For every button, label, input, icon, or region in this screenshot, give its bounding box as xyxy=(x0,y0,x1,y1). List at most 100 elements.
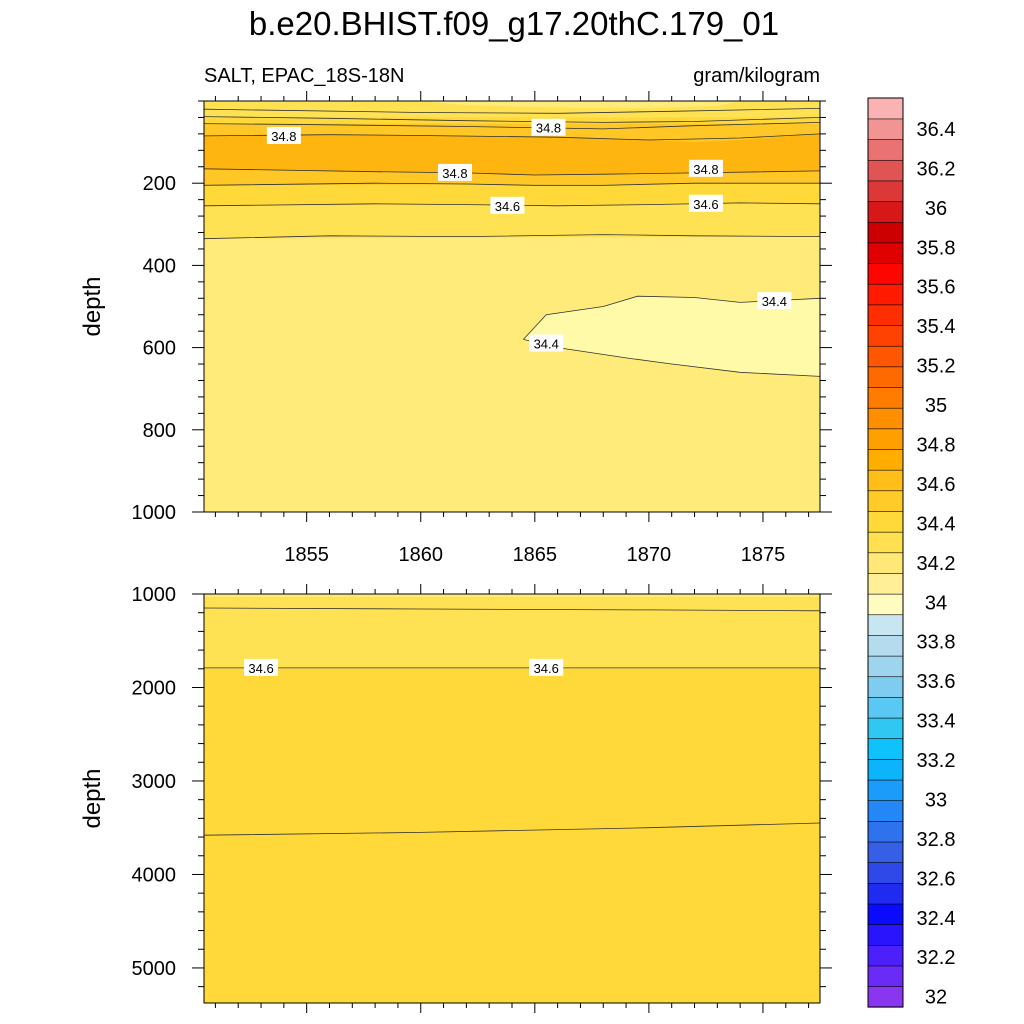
colorbar-swatch xyxy=(867,655,904,678)
colorbar-label: 33.2 xyxy=(917,750,956,772)
contour-label: 34.4 xyxy=(757,292,792,310)
colorbar: 32 32.2 32.4 32.6 32.8 33 33.2 33.4 33.6 33.8 34 34… xyxy=(867,97,956,1009)
colorbar-label: 32.2 xyxy=(917,947,956,969)
contour-region-salt-34.8-34.9 xyxy=(204,133,820,175)
y-tick-label: 400 xyxy=(143,255,176,277)
colorbar-swatch xyxy=(867,696,904,719)
colorbar-swatch xyxy=(867,820,904,843)
colorbar-swatch xyxy=(867,490,904,512)
contour-label-text: 34.6 xyxy=(248,661,273,676)
colorbar-swatch xyxy=(867,841,904,863)
colorbar-swatch xyxy=(867,634,904,657)
y-tick-label: 2000 xyxy=(132,677,177,699)
contour-label-text: 34.4 xyxy=(534,336,559,351)
x-tick-label: 1865 xyxy=(513,544,558,566)
contour-label-bg xyxy=(529,658,564,676)
colorbar-swatch xyxy=(867,469,904,492)
colorbar-swatch xyxy=(867,304,904,326)
colorbar-swatch xyxy=(867,531,904,554)
upper-panel: 34.8 34.8 34.8 34.8 34.6 34.6 34.4 34.4 1855 1860… xyxy=(79,91,832,566)
contour-label-text: 34.8 xyxy=(693,162,718,177)
contour-line xyxy=(204,108,820,114)
contour-label: 34.6 xyxy=(244,658,279,676)
colorbar-swatch xyxy=(867,283,904,306)
colorbar-label: 35.6 xyxy=(917,277,956,299)
contour-line xyxy=(204,234,820,240)
colorbar-swatch xyxy=(867,944,904,967)
contour-label-text: 34.6 xyxy=(693,197,718,212)
plot-area-lower: 34.6 34.6 xyxy=(204,594,820,1003)
colorbar-frame xyxy=(867,97,904,1008)
colorbar-label: 34.4 xyxy=(917,513,956,535)
colorbar-swatch xyxy=(867,924,904,946)
lower-panel: 34.6 34.6 1000 2000 3000 4000 5000 depth xyxy=(79,584,832,1013)
colorbar-label: 34 xyxy=(925,592,947,614)
chart-subtitle-right: gram/kilogram xyxy=(693,65,820,87)
colorbar-label: 35.8 xyxy=(917,237,956,259)
colorbar-swatch xyxy=(867,986,904,1008)
x-tick-label: 1860 xyxy=(398,544,443,566)
plot-area-upper: 34.8 34.8 34.8 34.8 34.6 34.6 34.4 34.4 xyxy=(204,101,820,512)
colorbar-swatch xyxy=(867,882,904,905)
colorbar-label: 35 xyxy=(925,395,947,417)
y-tick-label: 4000 xyxy=(132,864,177,886)
colorbar-swatch xyxy=(867,139,904,161)
colorbar-swatch xyxy=(867,779,904,802)
colorbar-swatch xyxy=(867,738,904,760)
colorbar-swatch xyxy=(867,262,904,285)
y-tick-label: 3000 xyxy=(132,771,177,793)
contour-line xyxy=(204,822,820,836)
contour-label-bg xyxy=(244,658,279,676)
contour-label-bg xyxy=(688,159,723,177)
contour-label-bg xyxy=(757,292,792,310)
contour-label: 34.8 xyxy=(531,118,566,136)
colorbar-label: 34.8 xyxy=(917,435,956,457)
colorbar-swatch xyxy=(867,593,904,616)
colorbar-label: 34.6 xyxy=(917,474,956,496)
y-axis-label: depth xyxy=(79,276,106,336)
x-tick-label: 1875 xyxy=(741,544,786,566)
colorbar-swatch xyxy=(867,221,904,244)
colorbar-swatch xyxy=(867,448,904,471)
contour-region-salt-34.5-34.6 xyxy=(204,594,820,669)
chart-subtitle-left: SALT, EPAC_18S-18N xyxy=(204,65,404,87)
contour-label-bg xyxy=(437,163,472,181)
colorbar-label: 33.6 xyxy=(917,671,956,693)
colorbar-label: 32.8 xyxy=(917,829,956,851)
contour-label: 34.6 xyxy=(688,194,723,212)
colorbar-label: 32 xyxy=(925,987,947,1009)
contour-label: 34.4 xyxy=(529,334,564,352)
x-tick-label: 1870 xyxy=(627,544,672,566)
colorbar-label: 35.4 xyxy=(917,316,956,338)
colorbar-swatch xyxy=(867,345,904,368)
colorbar-swatch xyxy=(867,366,904,388)
contour-label-text: 34.8 xyxy=(271,129,296,144)
contour-label-text: 34.4 xyxy=(762,294,787,309)
colorbar-swatch xyxy=(867,614,904,636)
contour-line xyxy=(204,607,820,612)
colorbar-swatch xyxy=(867,717,904,740)
contour-label: 34.8 xyxy=(437,163,472,181)
contour-line xyxy=(204,202,820,207)
contour-region-salt-34.6-34.7 xyxy=(204,668,820,1003)
contour-label: 34.6 xyxy=(529,658,564,676)
colorbar-swatch xyxy=(867,428,904,450)
colorbar-swatch xyxy=(867,552,904,574)
y-tick-label: 600 xyxy=(143,338,176,360)
colorbar-swatch xyxy=(867,800,904,822)
y-tick-label: 5000 xyxy=(132,958,177,980)
contour-region-salt-34.4-34.5-top xyxy=(420,101,741,109)
contour-line xyxy=(523,295,820,340)
colorbar-label: 36 xyxy=(925,198,947,220)
contour-label-text: 34.6 xyxy=(534,661,559,676)
contour-line xyxy=(204,182,820,186)
contour-label: 34.8 xyxy=(688,159,723,177)
colorbar-swatch xyxy=(867,676,904,698)
colorbar-swatch xyxy=(867,159,904,182)
colorbar-swatch xyxy=(867,324,904,347)
colorbar-swatch xyxy=(867,965,904,987)
contour-label-bg xyxy=(529,334,564,352)
x-tick-label: 1855 xyxy=(284,544,329,566)
colorbar-swatch xyxy=(867,510,904,533)
colorbar-label: 32.6 xyxy=(917,868,956,890)
